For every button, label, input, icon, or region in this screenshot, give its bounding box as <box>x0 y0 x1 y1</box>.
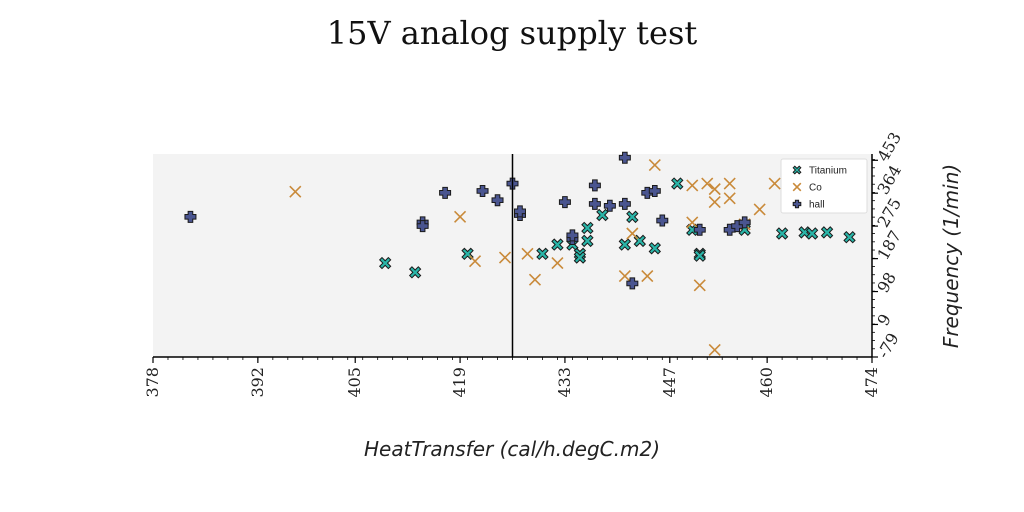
y-tick-label: 275 <box>873 195 905 231</box>
legend-label-co: Co <box>809 183 822 194</box>
legend: Titanium Co hall <box>781 159 867 213</box>
x-tick-label: 419 <box>450 367 469 398</box>
chart-title: 15V analog supply test <box>327 14 698 52</box>
y-tick-label: 453 <box>873 129 905 165</box>
y-tick-label: 364 <box>873 162 905 198</box>
x-tick-label: 433 <box>555 367 574 398</box>
y-tick-label: 9 <box>873 311 895 329</box>
y-tick-label: 187 <box>873 227 905 263</box>
x-tick-label: 405 <box>345 367 364 398</box>
x-tick-label: 460 <box>757 367 776 398</box>
x-tick-label: 378 <box>143 367 162 398</box>
legend-label-titanium: Titanium <box>809 166 847 177</box>
x-tick-label: 447 <box>660 367 679 398</box>
x-tick-label: 474 <box>862 367 881 398</box>
y-axis-label: Frequency (1/min) <box>939 164 963 348</box>
x-axis-label: HeatTransfer (cal/h.degC.m2) <box>364 437 660 461</box>
x-tick-label: 392 <box>248 367 267 398</box>
legend-label-hall: hall <box>809 200 825 211</box>
